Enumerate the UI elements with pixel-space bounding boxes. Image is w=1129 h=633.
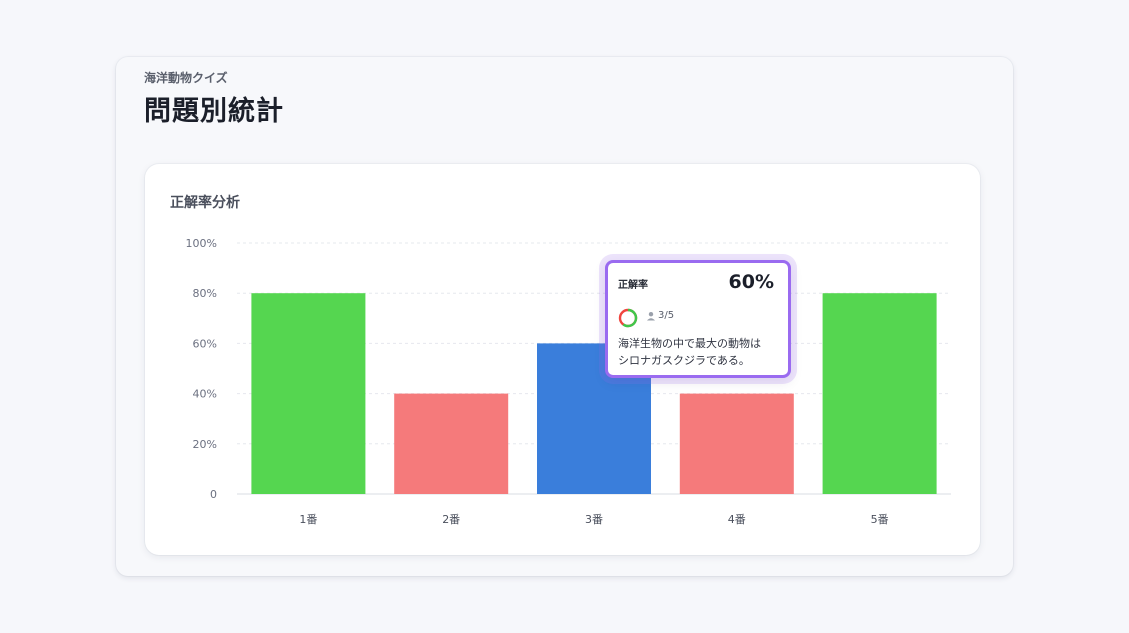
user-icon [647, 312, 655, 321]
y-tick-label: 60% [193, 337, 217, 350]
tooltip-question: 海洋生物の中で最大の動物は シロナガスクジラである。 [618, 335, 786, 369]
bar-2[interactable] [394, 393, 509, 494]
chart-title: 正解率分析 [170, 195, 240, 211]
x-tick-label: 3番 [585, 513, 603, 526]
y-tick-label: 40% [193, 388, 217, 401]
chart-card: 正解率分析 0 20% 40% 60% 80% 100% 1番 2番 3番 4番 5番 正解率 60… [145, 164, 980, 555]
tooltip-value: 60% [728, 271, 774, 293]
y-tick-label: 0 [210, 488, 217, 501]
bar-4[interactable] [679, 393, 794, 494]
page-title: 問題別統計 [144, 96, 284, 127]
bar-1[interactable] [251, 293, 366, 494]
x-tick-label: 2番 [442, 513, 460, 526]
tooltip-label: 正解率 [618, 280, 648, 291]
y-tick-label: 80% [193, 287, 217, 300]
bar-chart: 0 20% 40% 60% 80% 100% 1番 2番 3番 4番 5番 [186, 237, 951, 526]
x-tick-label: 4番 [728, 513, 746, 526]
tooltip-question-line-2: シロナガスクジラである。 [618, 354, 750, 367]
x-tick-label: 5番 [871, 513, 889, 526]
x-tick-label: 1番 [299, 513, 317, 526]
bar-tooltip: 正解率 60% 3/5 海洋生物の中で最大の動物は シロナガスクジラである。 [605, 260, 791, 378]
y-tick-label: 100% [186, 237, 217, 250]
tooltip-question-line-1: 海洋生物の中で最大の動物は [618, 337, 761, 350]
tooltip-count: 3/5 [658, 310, 675, 321]
quiz-stats-panel: 海洋動物クイズ 問題別統計 正解率分析 0 20% 40% 60% 80% 100% 1番 2… [116, 57, 1013, 576]
y-tick-label: 20% [193, 438, 217, 451]
progress-ring-icon [618, 308, 638, 328]
quiz-name: 海洋動物クイズ [144, 71, 228, 85]
bar-5[interactable] [822, 293, 937, 494]
